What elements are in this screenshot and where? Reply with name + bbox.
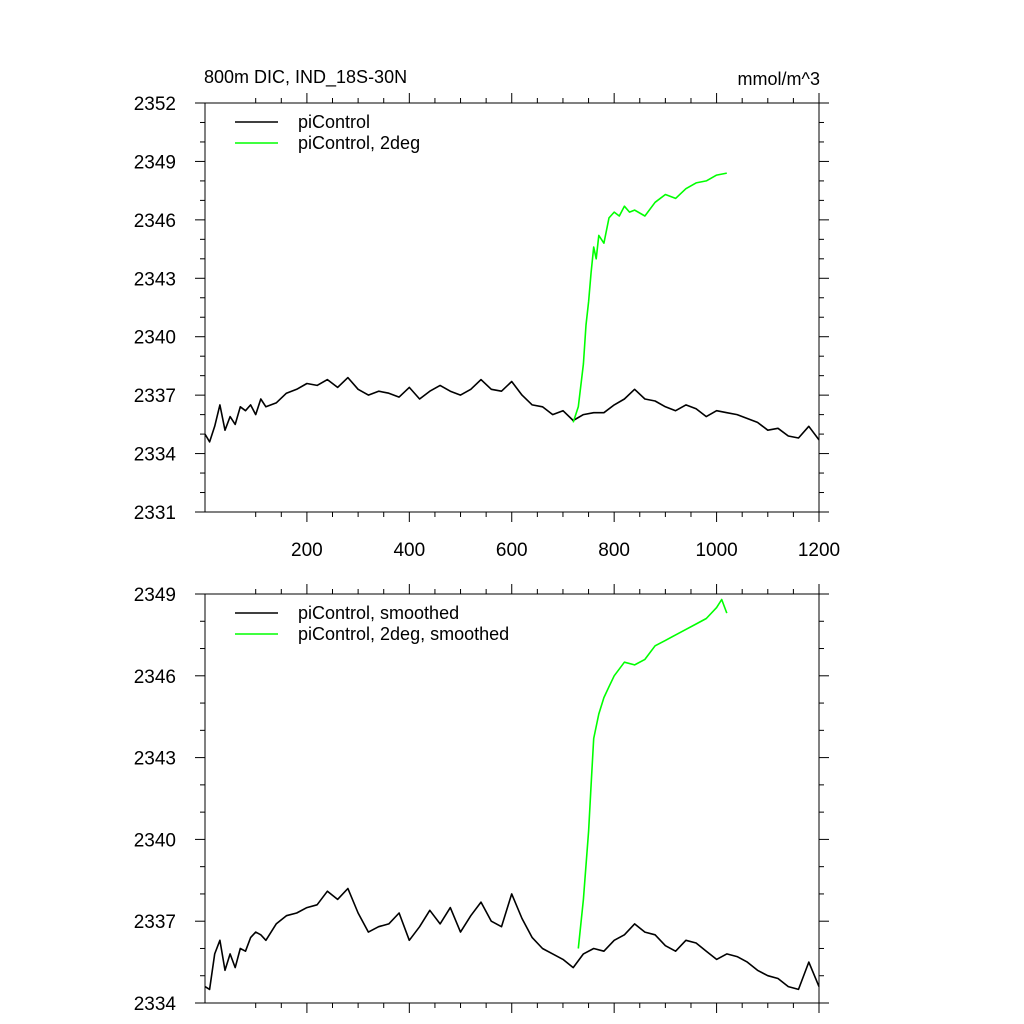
y-tick-label: 2334: [134, 994, 177, 1015]
series-line-picontrol-2deg: [572, 172, 727, 423]
plot-frame: [204, 102, 820, 513]
bottom-series-layer: [204, 598, 820, 991]
series-line-picontrol: [204, 887, 820, 991]
x-tick-label: 1200: [798, 540, 840, 561]
x-tick-label: 600: [496, 540, 528, 561]
bottom-axis-layer: 2334 2337 2340 2343 2346 2349: [134, 584, 829, 1015]
y-tick-label: 2331: [134, 503, 176, 524]
bottom-panel: 2334 2337 2340 2343 2346 2349 piControl, smoo…: [134, 584, 829, 1015]
x-tick-label: 1000: [695, 540, 737, 561]
chart-units: mmol/m^3: [738, 69, 820, 89]
y-tick-label: 2340: [134, 328, 176, 349]
top-series-layer: [204, 172, 820, 443]
y-tick-label: 2337: [134, 912, 176, 933]
y-tick-label: 2352: [134, 94, 176, 115]
series-line-picontrol: [204, 376, 820, 443]
legend-label: piControl, 2deg: [298, 133, 420, 153]
y-tick-label: 2334: [134, 445, 177, 466]
legend-label: piControl: [298, 112, 370, 132]
y-tick-label: 2346: [134, 667, 176, 688]
x-tick-label: 200: [291, 540, 323, 561]
series-line-picontrol-2deg: [577, 598, 728, 949]
y-tick-label: 2340: [134, 830, 176, 851]
top-axis-layer: 200 400 600 800 1000 1200 2331 2334 2337 2340 2343…: [134, 93, 840, 561]
plot-frame: [204, 593, 820, 1004]
top-panel: 200 400 600 800 1000 1200 2331 2334 2337 2340 2343…: [134, 93, 840, 561]
y-tick-label: 2343: [134, 749, 176, 770]
x-tick-label: 800: [598, 540, 630, 561]
x-tick-label: 400: [393, 540, 425, 561]
legend-label: piControl, 2deg, smoothed: [298, 624, 509, 644]
y-tick-label: 2343: [134, 269, 176, 290]
y-tick-label: 2349: [134, 585, 176, 606]
chart-title: 800m DIC, IND_18S-30N: [204, 67, 407, 88]
y-tick-label: 2346: [134, 211, 176, 232]
legend-label: piControl, smoothed: [298, 603, 459, 623]
y-tick-label: 2349: [134, 152, 176, 173]
y-tick-label: 2337: [134, 386, 176, 407]
